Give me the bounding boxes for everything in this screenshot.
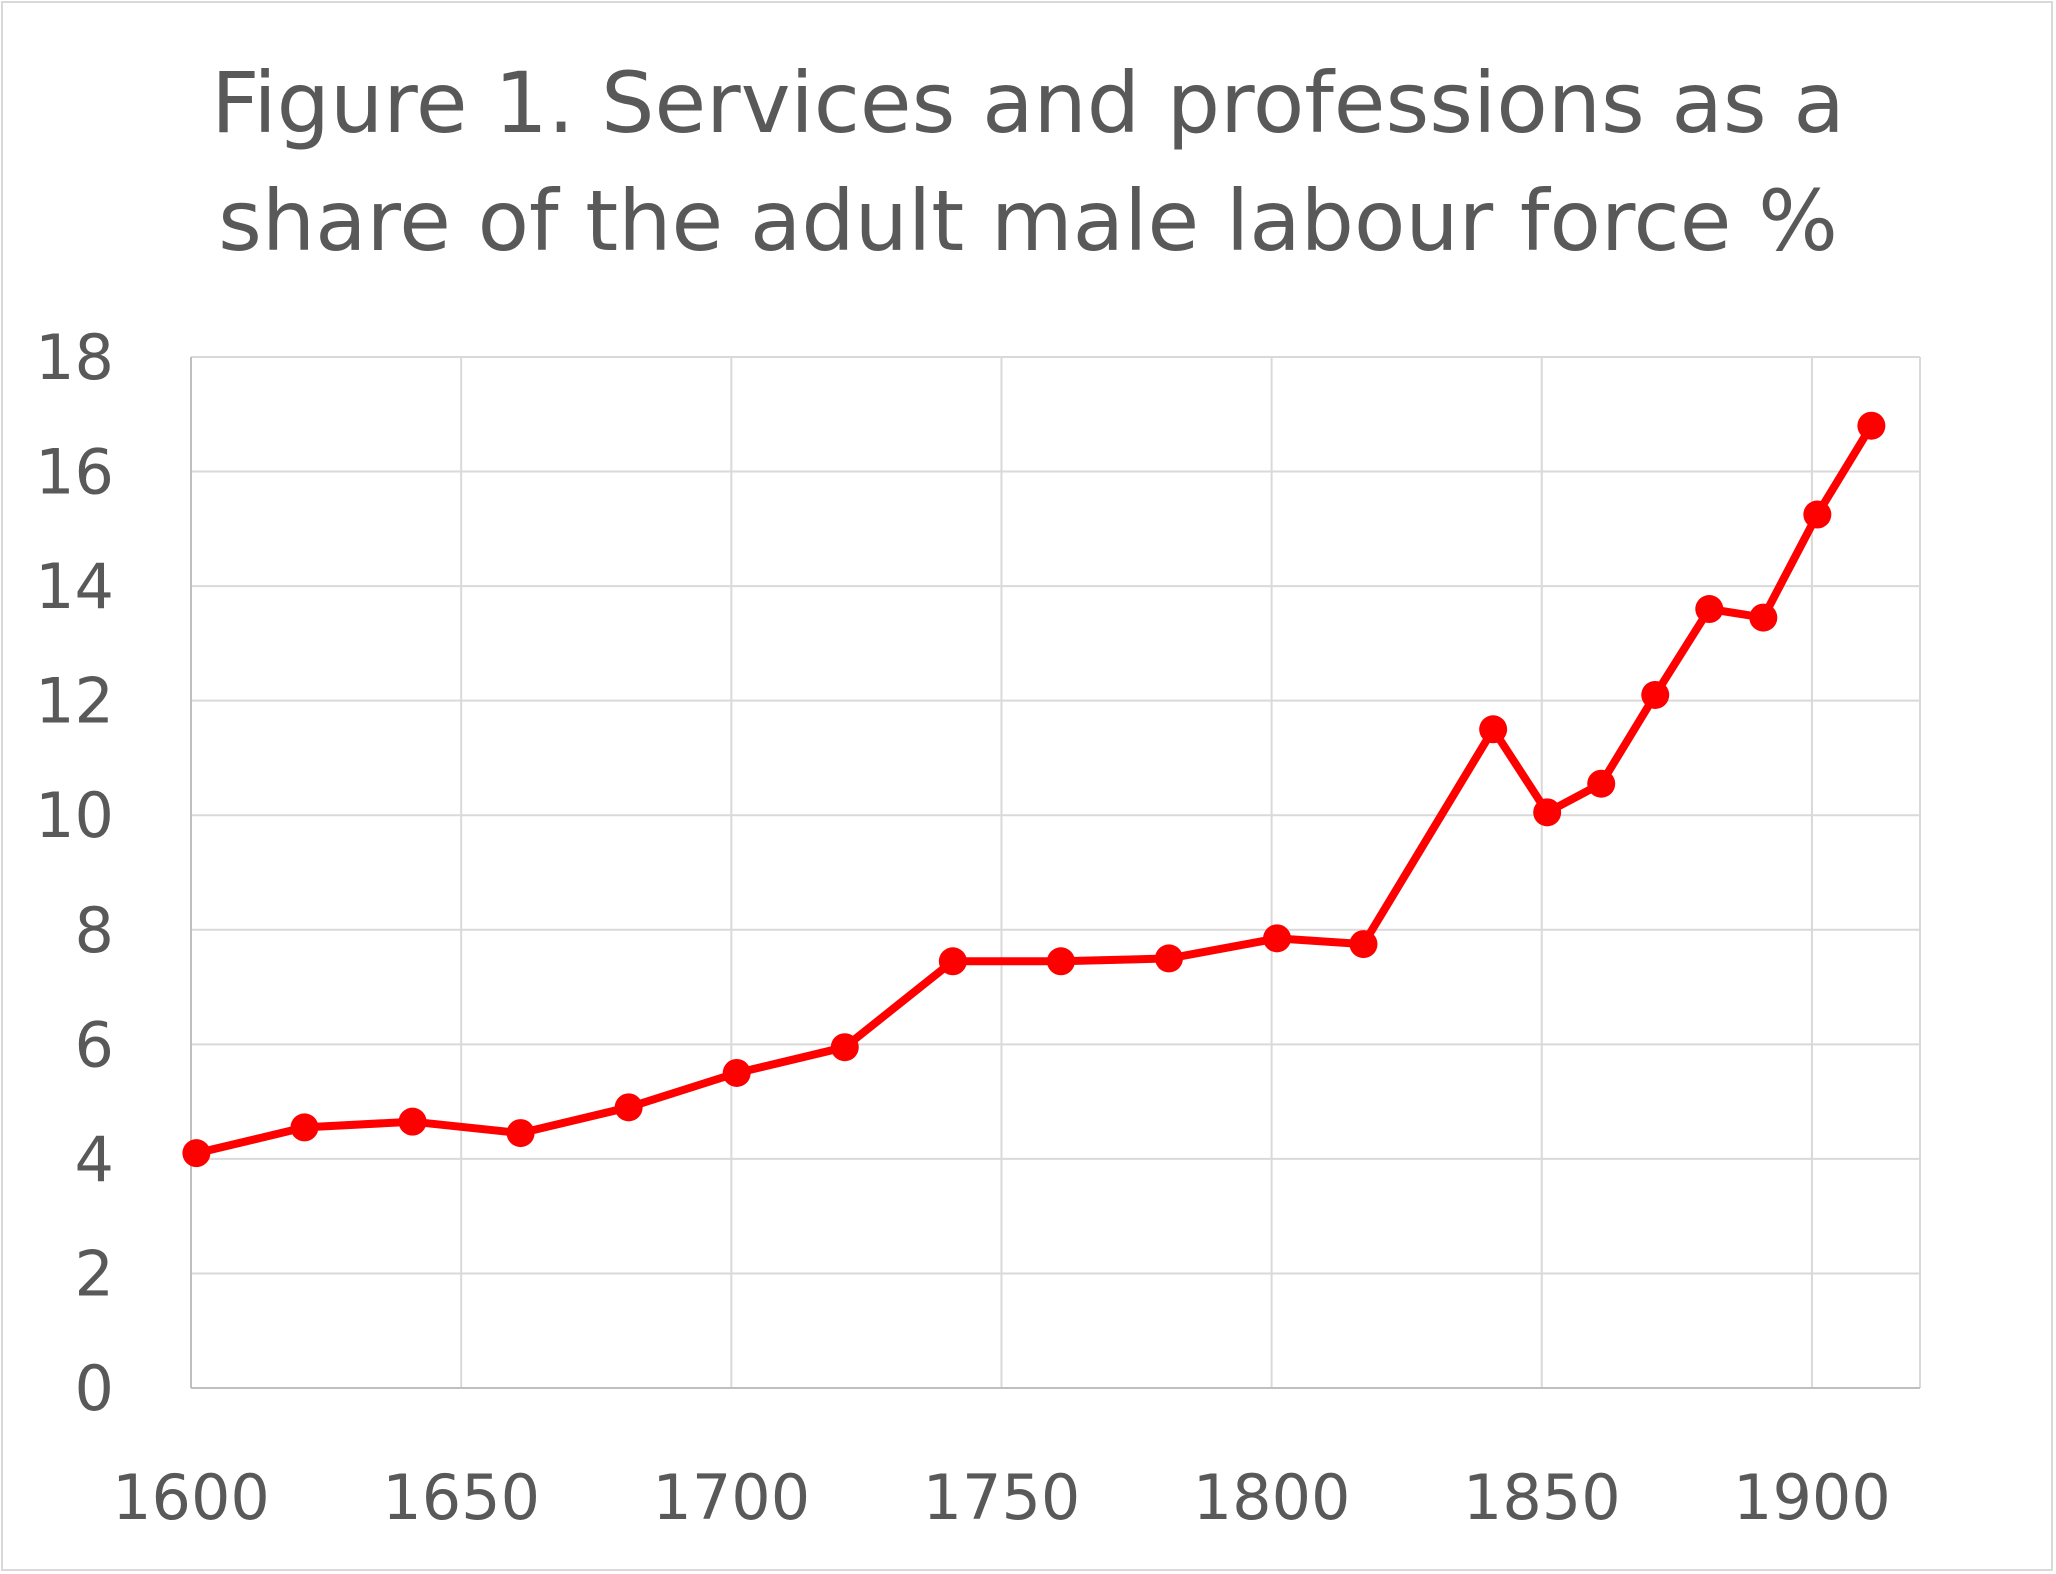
data-point-1781	[1154, 944, 1183, 973]
data-point-1801	[1263, 924, 1292, 953]
data-point-1761	[1046, 947, 1075, 976]
x-tick-labels: 1600 1650 1700 1750 1800 1850 1900	[112, 1461, 1891, 1534]
axes	[190, 357, 1920, 1389]
data-point-1851	[1533, 798, 1562, 827]
chart-title-line-2: share of the adult male labour force %	[218, 172, 1838, 270]
data-point-1817	[1349, 930, 1378, 959]
y-tick-label-14: 14	[35, 550, 114, 623]
data-point-1701	[722, 1058, 751, 1087]
y-tick-label-8: 8	[75, 894, 114, 967]
y-tick-label-0: 0	[75, 1352, 114, 1425]
data-point-1681	[614, 1093, 643, 1122]
x-tick-label-1800: 1800	[1193, 1461, 1351, 1534]
chart-title-line-1: Figure 1. Services and professions as a	[211, 54, 1845, 152]
gridlines	[190, 356, 1921, 1388]
data-point-1881	[1695, 595, 1724, 624]
data-point-1661	[506, 1119, 535, 1148]
x-tick-label-1750: 1750	[923, 1461, 1081, 1534]
data-point-1741	[938, 947, 967, 976]
x-tick-label-1700: 1700	[652, 1461, 810, 1534]
x-tick-label-1850: 1850	[1463, 1461, 1621, 1534]
y-tick-label-16: 16	[35, 436, 114, 509]
x-tick-label-1900: 1900	[1733, 1461, 1891, 1534]
x-tick-label-1600: 1600	[112, 1461, 270, 1534]
chart-title: Figure 1. Services and professions as a …	[0, 44, 2056, 280]
data-point-1901	[1803, 500, 1832, 529]
x-tick-label-1650: 1650	[382, 1461, 540, 1534]
y-tick-label-6: 6	[75, 1008, 114, 1081]
data-point-1891	[1749, 603, 1778, 632]
series-line-0	[192, 421, 1876, 1158]
y-tick-label-2: 2	[75, 1237, 114, 1310]
data-point-1621	[290, 1113, 319, 1142]
y-tick-label-10: 10	[35, 779, 114, 852]
y-tick-label-18: 18	[35, 321, 114, 394]
y-tick-label-4: 4	[75, 1123, 114, 1196]
data-point-1641	[398, 1107, 427, 1136]
series-group	[182, 411, 1886, 1168]
data-point-1871	[1641, 680, 1670, 709]
data-point-1841	[1479, 715, 1508, 744]
data-point-1861	[1587, 769, 1616, 798]
data-point-1911	[1857, 411, 1886, 440]
data-point-1721	[830, 1033, 859, 1062]
data-point-1601	[182, 1139, 211, 1168]
y-tick-labels: 0 2 4 6 8 10 12 14 16 18	[35, 321, 114, 1425]
y-tick-label-12: 12	[35, 665, 114, 738]
